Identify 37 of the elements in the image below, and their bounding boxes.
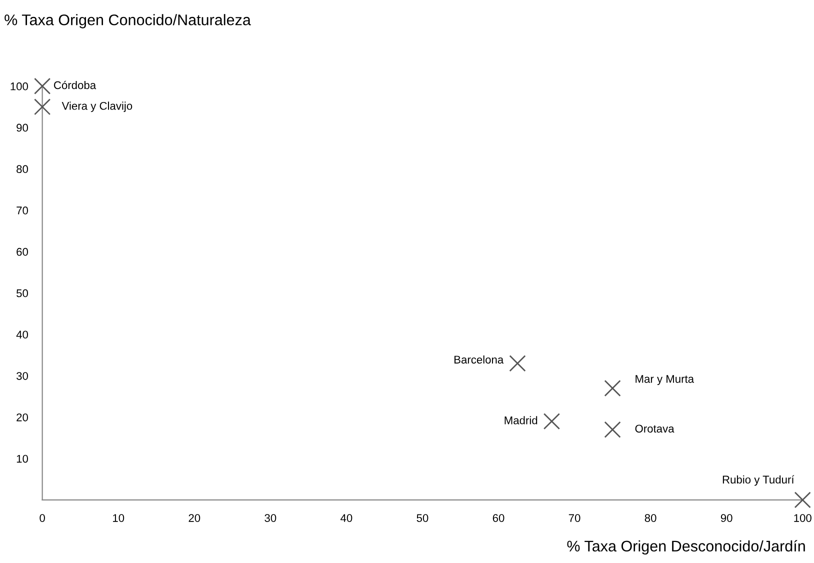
x-tick-label: 30 — [264, 514, 276, 522]
point — [604, 380, 621, 397]
y-tick-label: 70 — [16, 206, 28, 214]
annotation: Orotava — [635, 424, 674, 433]
x-tick-label: 40 — [340, 514, 352, 522]
y-tick-label: 50 — [16, 289, 28, 298]
point — [509, 355, 526, 372]
x-tick-label: 50 — [416, 514, 428, 522]
x-tick-label: 90 — [720, 514, 732, 522]
y-tick-label: 10 — [16, 454, 28, 463]
x-tick-label: 70 — [568, 514, 580, 522]
x-tick-label: 80 — [644, 514, 656, 522]
y-tick-label: 60 — [16, 248, 28, 256]
x-tick-label: 100 — [794, 514, 812, 522]
x-axis-title: % Taxa Origen Desconocido/Jardín — [567, 540, 805, 555]
annotation: Madrid — [504, 416, 538, 424]
x-tick-label: 60 — [492, 514, 504, 522]
point — [794, 492, 811, 508]
annotation: Mar y Murta — [636, 375, 694, 386]
annotation: Viera y Clavijo — [62, 102, 132, 112]
annotation: Córdoba — [54, 80, 96, 90]
y-tick-label: 80 — [16, 165, 28, 174]
y-tick-label: 40 — [16, 330, 28, 339]
point — [604, 421, 621, 438]
y-tick-label: 90 — [16, 124, 28, 132]
x-tick-label: 10 — [113, 514, 124, 522]
point — [34, 78, 51, 94]
y-tick-label: 20 — [16, 413, 28, 422]
annotation: Barcelona — [454, 355, 504, 364]
point — [34, 98, 51, 116]
x-tick-label: 0 — [40, 514, 45, 522]
point — [543, 413, 560, 430]
y-axis-title: % Taxa Origen Conocido/Naturaleza — [4, 14, 251, 28]
y-tick-label: 30 — [16, 372, 28, 380]
y-tick-label: 100 — [10, 82, 28, 90]
x-tick-label: 20 — [188, 514, 200, 522]
annotation: Rubio y Tudurí — [722, 475, 794, 486]
